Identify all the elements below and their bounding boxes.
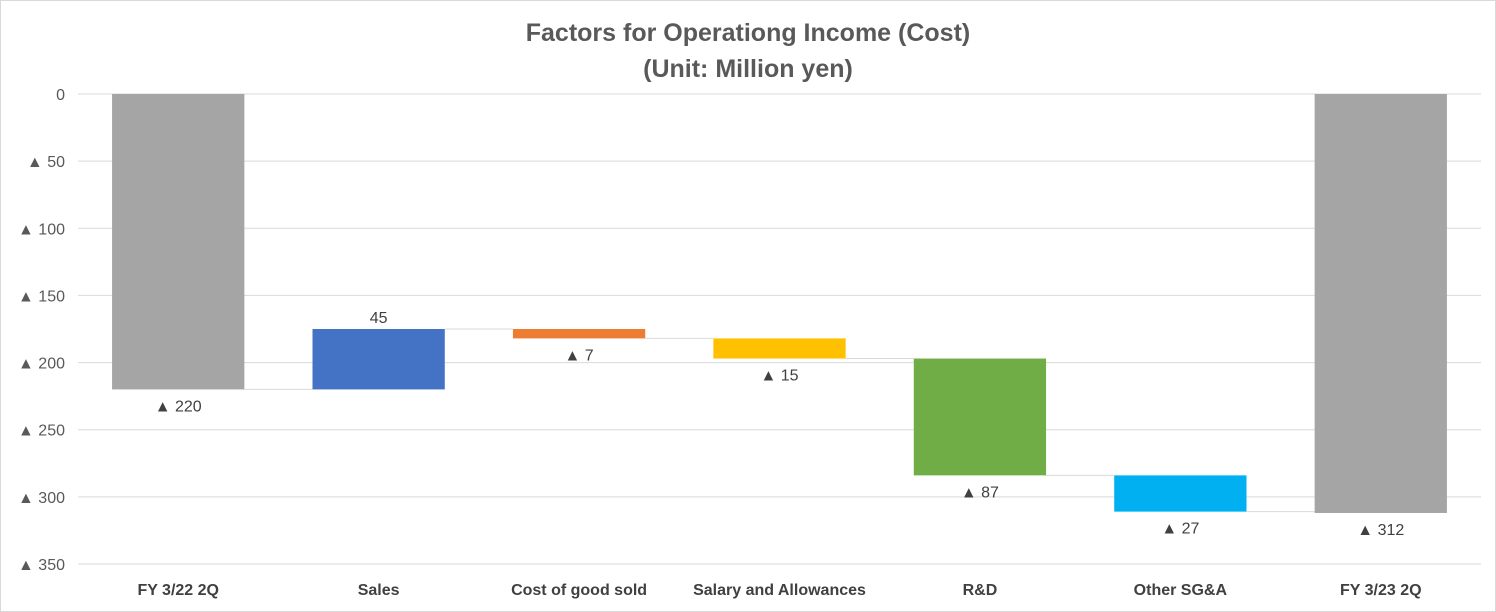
y-tick-label: ▲ 250 xyxy=(18,423,65,440)
y-tick-label: ▲ 200 xyxy=(18,356,65,373)
data-label: ▲ 15 xyxy=(760,368,798,385)
bar xyxy=(913,358,1047,476)
category-label: Other SG&A xyxy=(1134,582,1228,599)
bar xyxy=(512,329,646,339)
category-label: Sales xyxy=(358,582,400,599)
bar xyxy=(312,329,445,390)
data-label: ▲ 7 xyxy=(564,347,593,364)
data-label: ▲ 27 xyxy=(1161,521,1199,538)
category-label: Cost of good sold xyxy=(511,582,647,599)
category-label: Salary and Allowances xyxy=(693,582,866,599)
y-tick-label: ▲ 50 xyxy=(27,154,65,171)
bar xyxy=(1114,475,1247,512)
category-label: R&D xyxy=(963,582,998,599)
chart-subtitle: (Unit: Million yen) xyxy=(643,55,853,83)
y-tick-label: ▲ 350 xyxy=(18,557,65,574)
y-tick-label: ▲ 150 xyxy=(18,288,65,305)
data-label: ▲ 87 xyxy=(961,484,999,501)
bar xyxy=(1314,94,1447,513)
y-tick-label: ▲ 300 xyxy=(18,490,65,507)
data-label: ▲ 220 xyxy=(155,398,202,415)
data-label: 45 xyxy=(370,310,388,327)
data-label: ▲ 312 xyxy=(1357,522,1404,539)
category-label: FY 3/23 2Q xyxy=(1340,582,1422,599)
chart-title: Factors for Operationg Income (Cost) xyxy=(525,19,971,47)
bar xyxy=(112,94,245,390)
bar xyxy=(713,338,846,359)
y-tick-label: 0 xyxy=(56,87,65,104)
category-label: FY 3/22 2Q xyxy=(137,582,219,599)
y-tick-label: ▲ 100 xyxy=(18,221,65,238)
